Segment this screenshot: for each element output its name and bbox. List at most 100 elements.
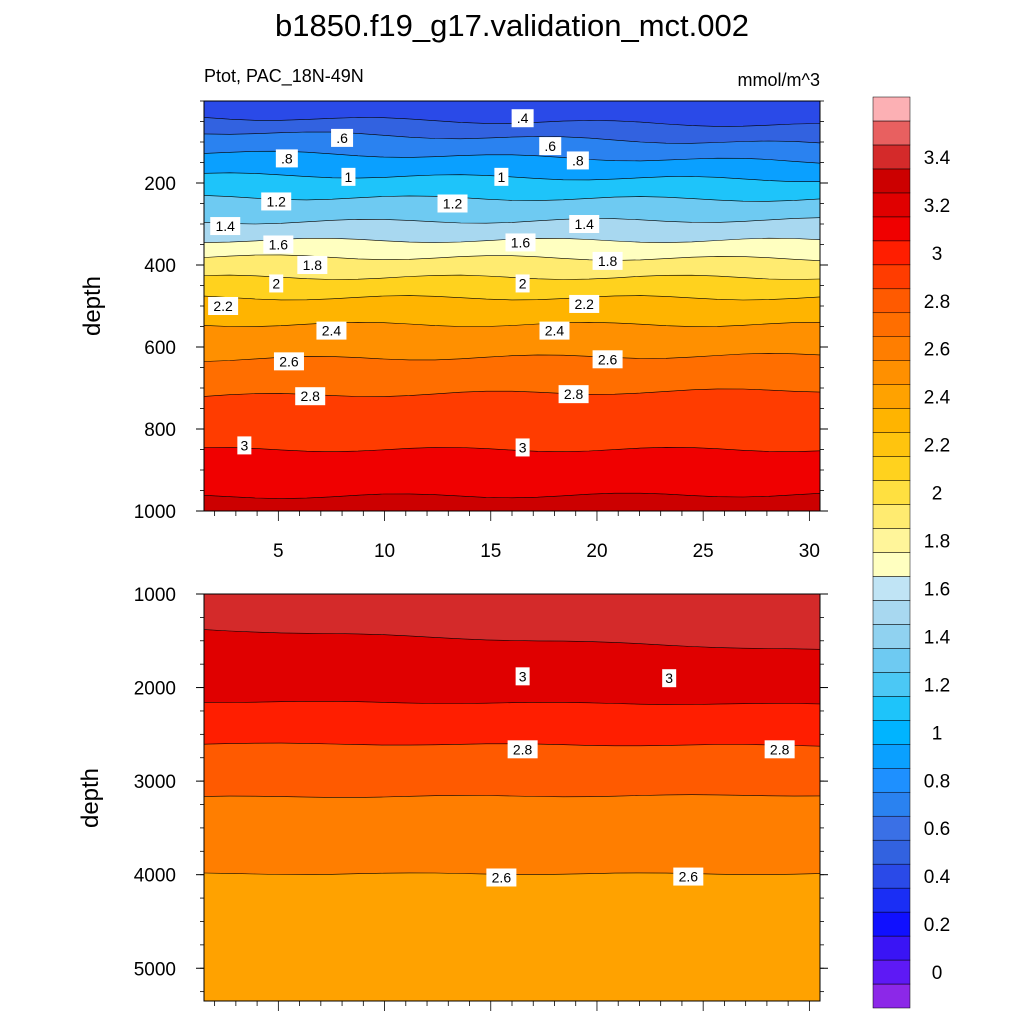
svg-text:2.8: 2.8 (564, 386, 584, 402)
svg-text:.4: .4 (517, 110, 529, 126)
svg-text:2.8: 2.8 (770, 741, 790, 757)
svg-text:2.2: 2.2 (213, 298, 233, 314)
contour-line (203, 492, 821, 499)
contour-line (203, 321, 821, 327)
colorbar-swatch (872, 744, 911, 769)
contour-band (204, 275, 820, 300)
colorbar-swatch (872, 384, 911, 409)
svg-text:1.8: 1.8 (598, 253, 618, 269)
svg-text:1.6: 1.6 (269, 237, 289, 253)
contour-band (204, 743, 820, 798)
contour-label: 2.2 (208, 297, 239, 315)
colorbar-swatch (872, 863, 911, 889)
y-tick-label: 3000 (134, 772, 176, 793)
colorbar-label: 2.4 (924, 388, 951, 409)
contour-band (204, 872, 820, 1001)
colorbar-swatch (872, 600, 911, 625)
svg-text:2.6: 2.6 (598, 351, 618, 367)
contour-line (203, 195, 821, 202)
svg-text:.8: .8 (572, 152, 584, 168)
contour-label: 3 (662, 669, 677, 688)
colorbar-label: 0 (932, 963, 943, 984)
svg-text:.8: .8 (281, 150, 293, 166)
y-tick-label: 200 (144, 174, 176, 195)
x-tick-label: 15 (480, 541, 501, 562)
lower-contour-labels: 3 3 2.8 2.8 2.6 2.6 (486, 667, 795, 887)
lower-contour-fills (204, 594, 820, 1001)
contour-label: 2.2 (569, 294, 600, 313)
colorbar-swatch (872, 959, 911, 985)
colorbar-swatch (872, 264, 911, 290)
colorbar-label: 2.2 (924, 436, 950, 457)
colorbar-swatch (872, 240, 911, 266)
colorbar-swatch (872, 360, 911, 385)
contour-label: 2.6 (486, 868, 517, 887)
contour-label: 2.8 (764, 740, 795, 759)
contour-band (204, 132, 820, 164)
contour-band (204, 254, 820, 280)
x-tick-label: 10 (374, 541, 395, 562)
colorbar-swatch (872, 312, 911, 337)
figure-title: b1850.f19_g17.validation_mct.002 (275, 8, 749, 43)
contour-line (203, 629, 821, 650)
contour-label: 3 (237, 436, 252, 455)
svg-text:2: 2 (519, 275, 527, 291)
x-tick-label: 20 (586, 541, 607, 562)
svg-text:1.2: 1.2 (443, 196, 463, 212)
upper-contour-labels: .4 .6 .6 .8 .8 1 1 1.2 1.2 1.4 1.4 1.6 1.6 1.8 1.8 2 2 2.… (208, 109, 623, 457)
colorbar-label: 0.4 (924, 867, 951, 888)
svg-text:.6: .6 (336, 130, 348, 146)
contour-label: 3 (515, 438, 530, 457)
contour-line (203, 172, 820, 182)
colorbar-label: 0.2 (924, 915, 950, 936)
colorbar-swatch (872, 696, 911, 721)
svg-text:3: 3 (519, 439, 527, 455)
colorbar-label: 3.4 (924, 148, 951, 169)
contour-band (204, 322, 820, 362)
contour-label: 2.8 (507, 740, 538, 759)
contour-label: 1.4 (210, 217, 241, 236)
colorbar-swatch (872, 192, 911, 218)
colorbar-label: 2.6 (924, 340, 950, 361)
contour-label: 2.6 (273, 352, 304, 371)
colorbar-label: 1 (932, 723, 943, 744)
contour-label: 2.8 (295, 387, 326, 406)
colorbar-swatch (872, 216, 911, 242)
contour-line (203, 794, 821, 798)
colorbar-label: 0.6 (924, 819, 950, 840)
colorbar: 0 0.2 0.4 0.6 0.8 1 1.2 1.4 1.6 1.8 2 2.2 2.4 2.6 2.8 3… (872, 96, 951, 1009)
svg-text:2.8: 2.8 (300, 388, 320, 404)
contour-band (204, 195, 820, 224)
colorbar-label: 1.2 (924, 675, 950, 696)
svg-text:1.8: 1.8 (303, 257, 323, 273)
lower-panel: 3 3 2.8 2.8 2.6 2.6 1000 2000 3000 4000 5000 dept… (77, 585, 828, 1011)
svg-text:3: 3 (665, 670, 673, 686)
colorbar-swatch (872, 935, 911, 961)
left-string: Ptot, PAC_18N-49N (204, 66, 364, 87)
contour-band (204, 172, 820, 202)
contour-band (204, 794, 820, 875)
y-tick-label: 800 (144, 420, 176, 441)
contour-line (203, 131, 821, 144)
contour-label: 1.2 (437, 194, 468, 213)
colorbar-label: 2.8 (924, 292, 950, 313)
y-tick-label: 600 (144, 338, 176, 359)
colorbar-swatch (872, 168, 911, 194)
colorbar-swatch (872, 983, 911, 1009)
colorbar-swatch (872, 456, 911, 481)
x-tick-label: 5 (273, 541, 284, 562)
svg-text:2.4: 2.4 (322, 323, 342, 339)
svg-text:1: 1 (345, 169, 353, 185)
contour-band (204, 117, 820, 144)
colorbar-swatch (872, 720, 911, 745)
contour-band (204, 295, 820, 327)
svg-text:2.6: 2.6 (679, 869, 699, 885)
y-tick-label: 5000 (134, 959, 176, 980)
y-tick-label: 400 (144, 256, 176, 277)
y-tick-label: 1000 (134, 502, 176, 523)
svg-text:2.2: 2.2 (574, 296, 594, 312)
svg-text:2: 2 (272, 275, 280, 291)
upper-contour-lines (203, 117, 821, 499)
svg-text:3: 3 (240, 437, 248, 453)
